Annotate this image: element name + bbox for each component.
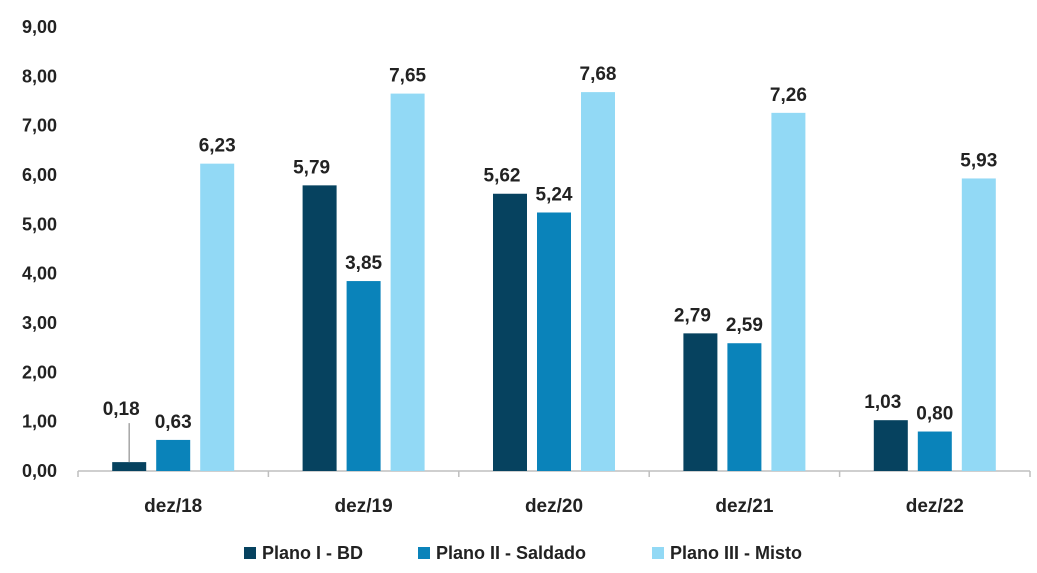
y-tick-label: 8,00 bbox=[22, 66, 57, 86]
x-tick-label: dez/18 bbox=[144, 496, 202, 517]
bar bbox=[112, 462, 147, 471]
data-label: 3,85 bbox=[345, 253, 382, 274]
data-label: 5,24 bbox=[536, 184, 573, 205]
y-tick-label: 0,00 bbox=[22, 461, 57, 481]
legend: Plano I - BD Plano II - Saldado Plano III … bbox=[244, 543, 802, 563]
data-label: 1,03 bbox=[864, 392, 901, 413]
bar bbox=[156, 439, 191, 471]
legend-label: Plano III - Misto bbox=[670, 543, 802, 563]
x-tick-label: dez/20 bbox=[525, 496, 583, 517]
bar bbox=[537, 212, 571, 471]
y-tick-label: 4,00 bbox=[22, 264, 57, 284]
bar bbox=[961, 178, 996, 471]
legend-label: Plano II - Saldado bbox=[436, 543, 586, 563]
y-tick-label: 6,00 bbox=[22, 165, 57, 185]
bar bbox=[302, 185, 337, 472]
data-label: 5,79 bbox=[293, 157, 330, 178]
y-tick-label: 9,00 bbox=[22, 17, 57, 37]
y-axis: 0,00 1,00 2,00 3,00 4,00 5,00 6,00 7,00 8,00 9,00 bbox=[22, 17, 57, 481]
legend-swatch bbox=[418, 547, 430, 559]
x-tick-label: dez/22 bbox=[906, 496, 964, 517]
bar bbox=[917, 431, 952, 471]
bar bbox=[581, 92, 615, 472]
data-label: 6,23 bbox=[199, 136, 236, 157]
x-axis: dez/18 dez/19 dez/20 dez/21 dez/22 bbox=[77, 470, 1031, 517]
y-tick-label: 1,00 bbox=[22, 412, 57, 432]
data-label: 0,63 bbox=[155, 412, 192, 433]
bar bbox=[771, 112, 806, 471]
data-label: 5,93 bbox=[960, 150, 997, 171]
legend-swatch bbox=[244, 547, 256, 559]
y-tick-label: 5,00 bbox=[22, 214, 57, 234]
x-tick-label: dez/21 bbox=[715, 496, 774, 517]
y-tick-label: 7,00 bbox=[22, 116, 57, 136]
bar bbox=[727, 343, 762, 471]
y-tick-label: 3,00 bbox=[22, 313, 57, 333]
bar bbox=[200, 163, 235, 472]
data-label: 7,68 bbox=[580, 64, 617, 85]
bar bbox=[346, 281, 381, 471]
x-tick-label: dez/19 bbox=[335, 496, 393, 517]
legend-swatch bbox=[652, 547, 664, 559]
y-tick-label: 2,00 bbox=[22, 362, 57, 382]
data-labels: 0,18 0,63 6,23 5,79 3,85 7,65 5,62 5,24 7,68 2,79… bbox=[103, 64, 997, 463]
bar bbox=[390, 93, 425, 471]
data-label: 7,65 bbox=[389, 66, 426, 87]
data-label: 0,80 bbox=[916, 404, 953, 425]
bar bbox=[493, 193, 527, 471]
bars bbox=[112, 92, 996, 472]
data-label: 2,79 bbox=[674, 305, 711, 326]
data-label: 7,26 bbox=[770, 85, 807, 106]
data-label: 0,18 bbox=[103, 399, 140, 420]
bar bbox=[683, 333, 718, 471]
legend-label: Plano I - BD bbox=[262, 543, 363, 563]
data-label: 2,59 bbox=[726, 315, 763, 336]
bar bbox=[873, 420, 908, 471]
data-label: 5,62 bbox=[484, 166, 521, 187]
